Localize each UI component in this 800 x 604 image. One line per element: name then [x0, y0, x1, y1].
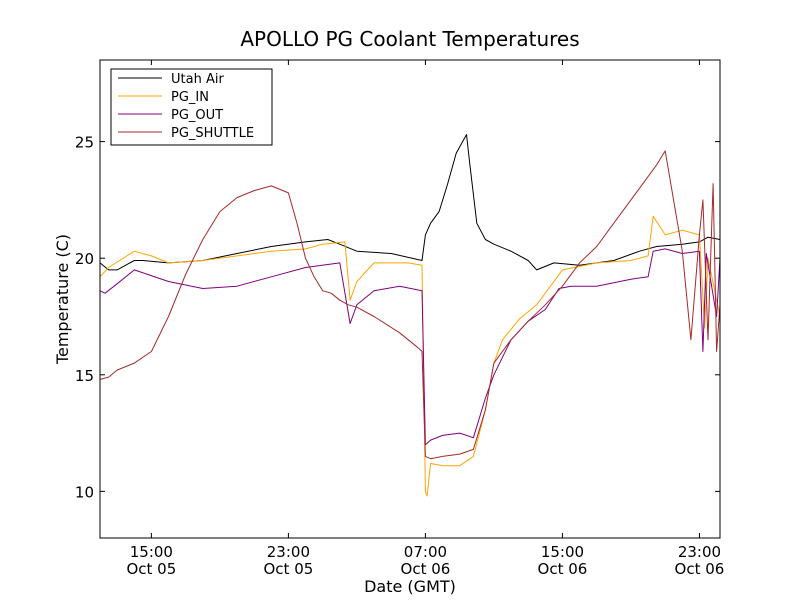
x-tick-label-date: Oct 06 [675, 560, 725, 578]
x-tick-label-date: Oct 05 [126, 560, 176, 578]
series-line-pg-in [99, 215, 721, 497]
legend-label-pg-shuttle: PG_SHUTTLE [171, 126, 254, 141]
series-line-pg-out [99, 248, 721, 446]
legend-label-utah-air: Utah Air [171, 72, 224, 87]
x-tick-label-time: 23:00 [267, 543, 310, 561]
series-layer [99, 134, 721, 497]
y-tick-label: 20 [75, 250, 94, 268]
x-axis-label: Date (GMT) [364, 577, 456, 596]
x-tick-label-time: 15:00 [130, 543, 173, 561]
x-tick-label-date: Oct 05 [263, 560, 313, 578]
series-line-utah-air [99, 134, 721, 271]
series-line-pg-shuttle [99, 150, 721, 460]
x-tick-label-time: 15:00 [541, 543, 584, 561]
x-tick-label-date: Oct 06 [538, 560, 588, 578]
chart-title: APOLLO PG Coolant Temperatures [240, 27, 579, 51]
x-tick-label-time: 07:00 [404, 543, 447, 561]
x-tick-label-time: 23:00 [678, 543, 721, 561]
y-axis: 10 15 20 25 [75, 134, 720, 501]
y-tick-label: 15 [75, 367, 94, 385]
legend-label-pg-in: PG_IN [171, 90, 209, 105]
x-tick-label-date: Oct 06 [401, 560, 451, 578]
y-tick-label: 25 [75, 134, 94, 152]
y-axis-label: Temperature (C) [53, 234, 72, 365]
plot-frame [99, 59, 721, 539]
legend: Utah Air PG_IN PG_OUT PG_SHUTTLE [110, 68, 273, 146]
legend-label-pg-out: PG_OUT [171, 108, 223, 123]
y-tick-label: 10 [75, 483, 94, 501]
